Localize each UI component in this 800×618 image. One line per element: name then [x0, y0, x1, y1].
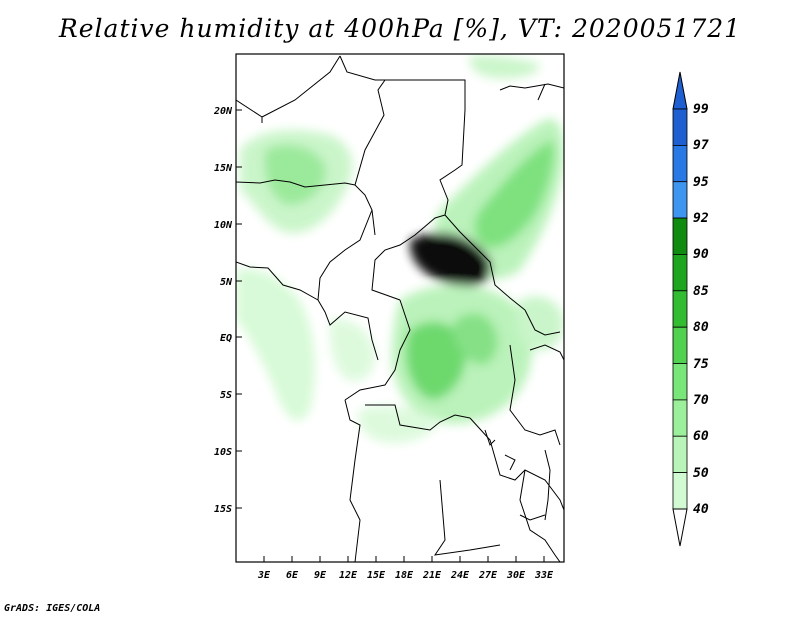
lat-label: 15S: [214, 504, 232, 515]
colorbar-label: 40: [693, 502, 709, 517]
colorbar-label: 99: [693, 102, 709, 117]
colorbar-label: 70: [693, 393, 709, 408]
colorbar-swatch: [672, 108, 688, 146]
lon-label: 27E: [478, 570, 498, 581]
lon-axis: [263, 556, 545, 562]
colorbar-swatch: [672, 181, 688, 219]
colorbar: 99 97 95 92 90 85 80 75 70 60 50 40: [672, 71, 709, 547]
lon-labels: 3E 6E 9E 12E 15E 18E 21E 24E 27E 30E 33E: [257, 570, 554, 581]
lon-label: 21E: [422, 570, 442, 581]
lat-label: EQ: [220, 333, 232, 344]
colorbar-swatch: [672, 435, 688, 474]
lon-label: 24E: [450, 570, 470, 581]
lat-label: 10N: [214, 220, 233, 231]
lon-label: 9E: [314, 570, 327, 581]
colorbar-arrow-bottom: [672, 508, 688, 547]
colorbar-label: 85: [693, 284, 709, 299]
lon-label: 33E: [534, 570, 554, 581]
lat-label: 15N: [214, 163, 233, 174]
grads-credit: GrADS: IGES/COLA: [4, 603, 101, 614]
colorbar-label: 95: [693, 175, 709, 190]
colorbar-label: 92: [693, 211, 709, 226]
lon-label: 12E: [339, 570, 358, 581]
lon-label: 18E: [395, 570, 414, 581]
colorbar-swatch: [672, 253, 688, 292]
humidity-shading: [236, 55, 564, 444]
lon-label: 3E: [257, 570, 271, 581]
country-borders: [236, 55, 564, 562]
colorbar-swatch: [672, 399, 688, 437]
lon-label: 15E: [367, 570, 386, 581]
lat-label: 5N: [220, 277, 233, 288]
colorbar-swatch: [672, 472, 688, 510]
map-frame: [235, 53, 565, 563]
colorbar-label: 80: [693, 320, 709, 335]
colorbar-swatch: [672, 290, 688, 328]
lat-labels: 20N 15N 10N 5N EQ 5S 10S 15S: [213, 106, 233, 515]
colorbar-arrow-top: [672, 71, 688, 110]
colorbar-swatch: [672, 363, 688, 401]
lat-axis: [236, 109, 242, 509]
lon-label: 30E: [506, 570, 526, 581]
lat-label: 20N: [213, 106, 233, 117]
colorbar-label: 97: [693, 138, 709, 153]
lon-label: 6E: [286, 570, 299, 581]
colorbar-swatch: [672, 217, 688, 255]
colorbar-label: 90: [693, 247, 709, 262]
colorbar-label: 50: [693, 466, 709, 481]
lat-label: 10S: [214, 447, 232, 458]
colorbar-label: 75: [693, 357, 709, 372]
colorbar-label: 60: [693, 429, 709, 444]
map-title: Relative humidity at 400hPa [%], VT: 202…: [58, 14, 742, 43]
colorbar-swatch: [672, 144, 688, 183]
colorbar-labels: 99 97 95 92 90 85 80 75 70 60 50 40: [693, 102, 709, 517]
colorbar-swatch: [672, 326, 688, 365]
lat-label: 5S: [220, 390, 232, 401]
